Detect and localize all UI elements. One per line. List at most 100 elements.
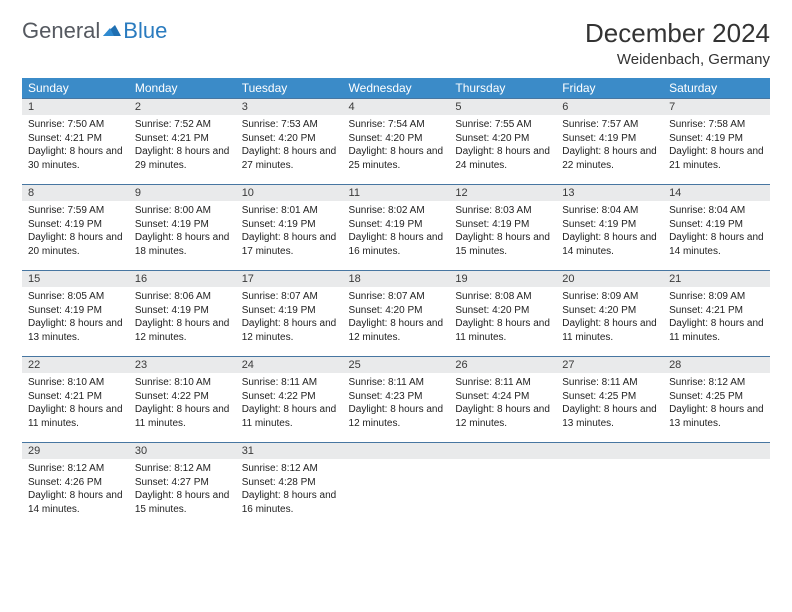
sunrise-line: Sunrise: 7:52 AM	[135, 118, 230, 132]
sunset-line: Sunset: 4:20 PM	[455, 132, 550, 146]
day-body: Sunrise: 8:08 AMSunset: 4:20 PMDaylight:…	[449, 287, 556, 348]
day-cell: 1Sunrise: 7:50 AMSunset: 4:21 PMDaylight…	[22, 98, 129, 184]
day-body: Sunrise: 7:57 AMSunset: 4:19 PMDaylight:…	[556, 115, 663, 176]
day-cell: 19Sunrise: 8:08 AMSunset: 4:20 PMDayligh…	[449, 270, 556, 356]
sunset-line: Sunset: 4:24 PM	[455, 390, 550, 404]
sunrise-line: Sunrise: 8:12 AM	[28, 462, 123, 476]
sunrise-line: Sunrise: 7:58 AM	[669, 118, 764, 132]
day-body: Sunrise: 7:55 AMSunset: 4:20 PMDaylight:…	[449, 115, 556, 176]
day-body: Sunrise: 8:12 AMSunset: 4:25 PMDaylight:…	[663, 373, 770, 434]
calendar-page: General Blue December 2024 Weidenbach, G…	[0, 0, 792, 546]
day-number: 30	[129, 442, 236, 459]
logo-word1: General	[22, 18, 100, 44]
flag-icon	[102, 18, 122, 44]
sunset-line: Sunset: 4:19 PM	[562, 132, 657, 146]
sunrise-line: Sunrise: 8:11 AM	[455, 376, 550, 390]
sunrise-line: Sunrise: 8:12 AM	[669, 376, 764, 390]
daylight-line: Daylight: 8 hours and 20 minutes.	[28, 231, 123, 258]
weekday-header: Friday	[556, 78, 663, 98]
daylight-line: Daylight: 8 hours and 29 minutes.	[135, 145, 230, 172]
sunrise-line: Sunrise: 8:04 AM	[562, 204, 657, 218]
sunrise-line: Sunrise: 8:09 AM	[562, 290, 657, 304]
daylight-line: Daylight: 8 hours and 14 minutes.	[669, 231, 764, 258]
day-cell: .	[556, 442, 663, 528]
day-cell: 22Sunrise: 8:10 AMSunset: 4:21 PMDayligh…	[22, 356, 129, 442]
sunrise-line: Sunrise: 7:53 AM	[242, 118, 337, 132]
daylight-line: Daylight: 8 hours and 12 minutes.	[349, 317, 444, 344]
day-body: Sunrise: 8:10 AMSunset: 4:22 PMDaylight:…	[129, 373, 236, 434]
day-cell: 4Sunrise: 7:54 AMSunset: 4:20 PMDaylight…	[343, 98, 450, 184]
sunset-line: Sunset: 4:25 PM	[562, 390, 657, 404]
day-number: 13	[556, 184, 663, 201]
day-body: Sunrise: 8:04 AMSunset: 4:19 PMDaylight:…	[556, 201, 663, 262]
sunset-line: Sunset: 4:21 PM	[28, 390, 123, 404]
day-number: 18	[343, 270, 450, 287]
day-body: Sunrise: 8:11 AMSunset: 4:22 PMDaylight:…	[236, 373, 343, 434]
day-number: 8	[22, 184, 129, 201]
daylight-line: Daylight: 8 hours and 11 minutes.	[242, 403, 337, 430]
daylight-line: Daylight: 8 hours and 25 minutes.	[349, 145, 444, 172]
daylight-line: Daylight: 8 hours and 15 minutes.	[455, 231, 550, 258]
day-cell: 3Sunrise: 7:53 AMSunset: 4:20 PMDaylight…	[236, 98, 343, 184]
sunset-line: Sunset: 4:19 PM	[669, 218, 764, 232]
daylight-line: Daylight: 8 hours and 15 minutes.	[135, 489, 230, 516]
day-number: 28	[663, 356, 770, 373]
day-number: 21	[663, 270, 770, 287]
daylight-line: Daylight: 8 hours and 11 minutes.	[669, 317, 764, 344]
day-cell: .	[343, 442, 450, 528]
day-cell: 9Sunrise: 8:00 AMSunset: 4:19 PMDaylight…	[129, 184, 236, 270]
sunrise-line: Sunrise: 8:02 AM	[349, 204, 444, 218]
day-cell: .	[449, 442, 556, 528]
table-row: 29 Sunrise: 8:12 AMSunset: 4:26 PM Dayligh…	[22, 442, 770, 528]
logo: General Blue	[22, 18, 167, 44]
day-number: 7	[663, 98, 770, 115]
sunset-line: Sunset: 4:19 PM	[242, 218, 337, 232]
day-body: Sunrise: 7:50 AMSunset: 4:21 PMDaylight:…	[22, 115, 129, 176]
daylight-line: Daylight: 8 hours and 16 minutes.	[242, 489, 337, 516]
daylight-line: Daylight: 8 hours and 17 minutes.	[242, 231, 337, 258]
day-number: 29	[22, 442, 129, 459]
sunrise-line: Sunrise: 7:50 AM	[28, 118, 123, 132]
daylight-line: Daylight: 8 hours and 24 minutes.	[455, 145, 550, 172]
daylight-line: Daylight: 8 hours and 12 minutes.	[135, 317, 230, 344]
sunrise-line: Sunrise: 8:06 AM	[135, 290, 230, 304]
daylight-line: Daylight: 8 hours and 12 minutes.	[349, 403, 444, 430]
sunset-line: Sunset: 4:19 PM	[669, 132, 764, 146]
sunrise-line: Sunrise: 8:11 AM	[242, 376, 337, 390]
day-number: 25	[343, 356, 450, 373]
day-cell: 26Sunrise: 8:11 AMSunset: 4:24 PMDayligh…	[449, 356, 556, 442]
day-body: Sunrise: 8:09 AMSunset: 4:21 PMDaylight:…	[663, 287, 770, 348]
day-number: 22	[22, 356, 129, 373]
sunset-line: Sunset: 4:19 PM	[562, 218, 657, 232]
table-row: 8Sunrise: 7:59 AMSunset: 4:19 PMDaylight…	[22, 184, 770, 270]
sunset-line: Sunset: 4:26 PM	[28, 476, 123, 490]
day-body: Sunrise: 8:01 AMSunset: 4:19 PMDaylight:…	[236, 201, 343, 262]
sunrise-line: Sunrise: 8:09 AM	[669, 290, 764, 304]
day-number: 16	[129, 270, 236, 287]
title-block: December 2024 Weidenbach, Germany	[585, 18, 770, 68]
weekday-header: Monday	[129, 78, 236, 98]
day-number: 9	[129, 184, 236, 201]
day-number: 14	[663, 184, 770, 201]
day-number: 5	[449, 98, 556, 115]
day-number: 2	[129, 98, 236, 115]
sunset-line: Sunset: 4:20 PM	[349, 132, 444, 146]
day-number: 27	[556, 356, 663, 373]
table-row: 1Sunrise: 7:50 AMSunset: 4:21 PMDaylight…	[22, 98, 770, 184]
sunrise-line: Sunrise: 7:55 AM	[455, 118, 550, 132]
sunrise-line: Sunrise: 8:01 AM	[242, 204, 337, 218]
day-number: 10	[236, 184, 343, 201]
daylight-line: Daylight: 8 hours and 11 minutes.	[455, 317, 550, 344]
day-body: Sunrise: 7:53 AMSunset: 4:20 PMDaylight:…	[236, 115, 343, 176]
day-cell: 14Sunrise: 8:04 AMSunset: 4:19 PMDayligh…	[663, 184, 770, 270]
daylight-line: Daylight: 8 hours and 18 minutes.	[135, 231, 230, 258]
weekday-header-row: SundayMondayTuesdayWednesdayThursdayFrid…	[22, 78, 770, 98]
day-cell: .	[663, 442, 770, 528]
logo-word2: Blue	[123, 18, 167, 44]
month-title: December 2024	[585, 18, 770, 49]
day-cell: 6Sunrise: 7:57 AMSunset: 4:19 PMDaylight…	[556, 98, 663, 184]
day-number: 1	[22, 98, 129, 115]
daylight-line: Daylight: 8 hours and 14 minutes.	[562, 231, 657, 258]
weekday-header: Sunday	[22, 78, 129, 98]
sunrise-line: Sunrise: 8:11 AM	[562, 376, 657, 390]
